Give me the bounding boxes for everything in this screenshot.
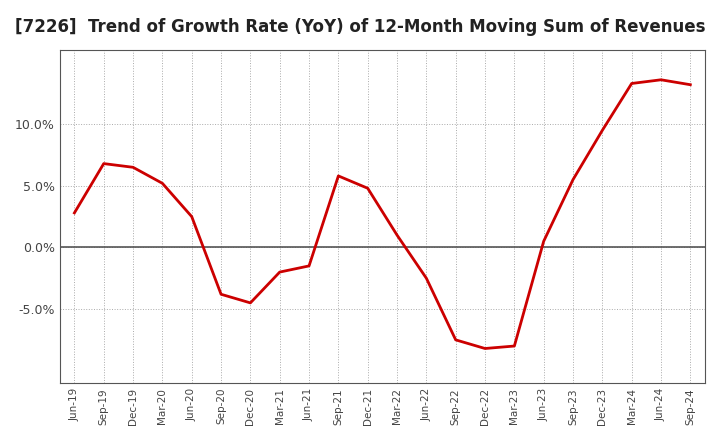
Text: [7226]  Trend of Growth Rate (YoY) of 12-Month Moving Sum of Revenues: [7226] Trend of Growth Rate (YoY) of 12-…	[14, 18, 706, 36]
